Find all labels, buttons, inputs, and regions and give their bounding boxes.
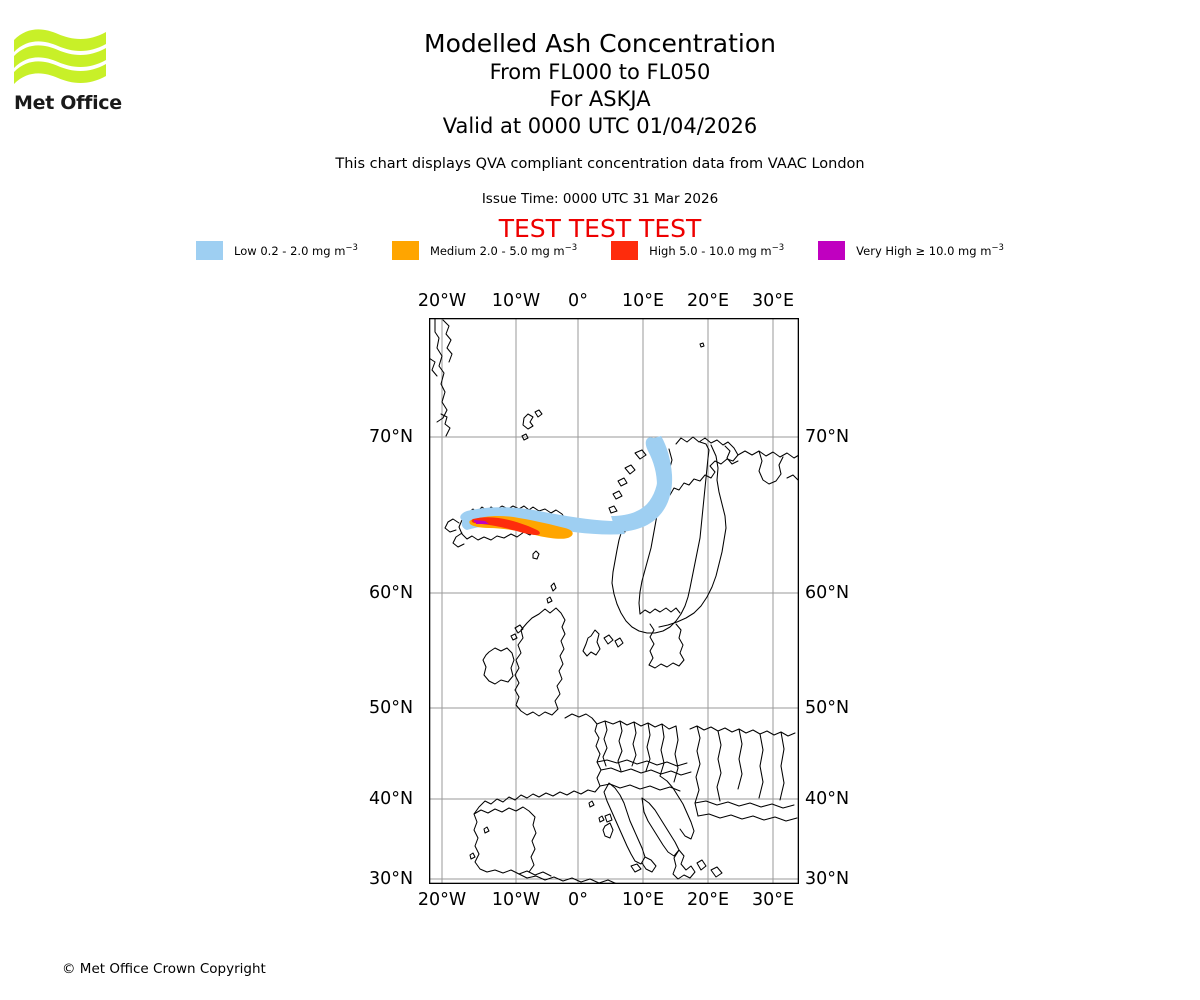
lon-tick-top-5: 30°E <box>751 291 795 311</box>
lon-tick-bottom-2: 0° <box>568 890 588 910</box>
lat-tick-left-30: 30°N <box>369 869 414 889</box>
ash-concentration-map[interactable] <box>429 318 799 884</box>
volcano-name: For ASKJA <box>549 87 651 111</box>
legend-label-high: High 5.0 - 10.0 mg m−3 <box>649 243 785 258</box>
map-gridlines <box>429 318 799 884</box>
issue-time: Issue Time: 0000 UTC 31 Mar 2026 <box>481 191 719 207</box>
ash-plume-very-high <box>474 520 489 524</box>
flight-level-range: From FL000 to FL050 <box>489 60 711 84</box>
lat-tick-right-50: 50°N <box>805 698 850 718</box>
lat-tick-right-60: 60°N <box>805 583 850 603</box>
chart-note: This chart displays QVA compliant concen… <box>335 156 865 172</box>
lon-tick-top-2: 0° <box>568 291 588 311</box>
legend-swatch-medium <box>391 241 419 260</box>
logo-wordmark: Met Office <box>14 92 122 114</box>
lon-tick-top-0: 20°W <box>417 291 467 311</box>
map-background <box>429 318 799 884</box>
lat-tick-right-30: 30°N <box>805 869 850 889</box>
ash-plume-high <box>471 517 540 535</box>
ash-plume <box>460 436 673 539</box>
lon-tick-top-3: 10°E <box>621 291 665 311</box>
legend-item-high: High 5.0 - 10.0 mg m−3 <box>611 241 784 260</box>
valid-time: Valid at 0000 UTC 01/04/2026 <box>442 114 758 138</box>
legend-swatch-low <box>196 241 224 260</box>
met-office-logo: Met Office <box>14 28 124 116</box>
legend-swatch-high <box>611 241 639 260</box>
lat-tick-left-60: 60°N <box>369 583 414 603</box>
test-banner: TEST TEST TEST <box>498 214 702 243</box>
legend-item-very-high: Very High ≥ 10.0 mg m−3 <box>818 241 1004 260</box>
concentration-legend: Low 0.2 - 2.0 mg m−3 Medium 2.0 - 5.0 mg… <box>0 241 1200 260</box>
lat-tick-left-40: 40°N <box>369 789 414 809</box>
map-coastlines <box>429 318 799 884</box>
lon-tick-top-4: 20°E <box>686 291 730 311</box>
lat-tick-left-50: 50°N <box>369 698 414 718</box>
legend-item-medium: Medium 2.0 - 5.0 mg m−3 <box>391 241 578 260</box>
legend-label-very-high: Very High ≥ 10.0 mg m−3 <box>856 243 1004 258</box>
map-frame <box>429 318 799 884</box>
page-title: Modelled Ash Concentration <box>424 29 776 58</box>
lon-tick-bottom-1: 10°W <box>491 890 541 910</box>
legend-item-low: Low 0.2 - 2.0 mg m−3 <box>196 241 358 260</box>
lon-tick-bottom-3: 10°E <box>621 890 665 910</box>
lat-tick-right-40: 40°N <box>805 789 850 809</box>
lon-tick-bottom-5: 30°E <box>751 890 795 910</box>
longitude-axis-top: 20°W 10°W 0° 10°E 20°E 30°E <box>418 291 799 315</box>
copyright-notice: © Met Office Crown Copyright <box>62 961 266 977</box>
lon-tick-bottom-4: 20°E <box>686 890 730 910</box>
legend-label-medium: Medium 2.0 - 5.0 mg m−3 <box>429 243 578 258</box>
title-block: Modelled Ash Concentration From FL000 to… <box>0 28 1200 140</box>
met-office-wave-icon <box>14 29 106 84</box>
legend-label-low: Low 0.2 - 2.0 mg m−3 <box>234 243 358 258</box>
lat-tick-right-70: 70°N <box>805 427 850 447</box>
legend-swatch-very-high <box>818 241 846 260</box>
lon-tick-top-1: 10°W <box>491 291 541 311</box>
lon-tick-bottom-0: 20°W <box>417 890 467 910</box>
lat-tick-left-70: 70°N <box>369 427 414 447</box>
longitude-axis-bottom: 20°W 10°W 0° 10°E 20°E 30°E <box>418 890 799 914</box>
